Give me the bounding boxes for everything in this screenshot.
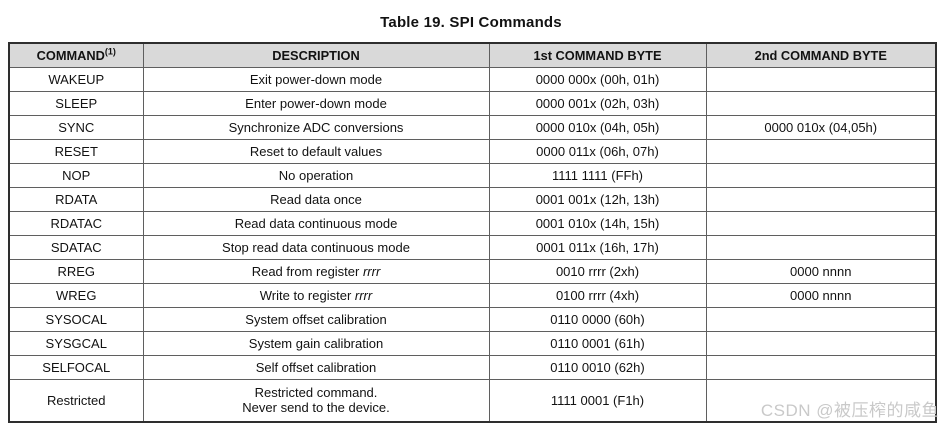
table-title: Table 19. SPI Commands [380, 14, 562, 31]
table-row: SLEEP Enter power-down mode 0000 001x (02h… [8, 90, 937, 116]
description-cell: Write to register rrrr [142, 282, 490, 308]
table-row: RREG Read from register rrrr 0010 rrrr (2x… [8, 258, 937, 284]
byte1-cell: 1111 0001 (F1h) [488, 378, 707, 423]
byte1-cell: 0000 001x (02h, 03h) [488, 90, 707, 116]
byte1-cell: 0000 010x (04h, 05h) [488, 114, 707, 140]
byte2-cell [705, 378, 937, 423]
command-cell: SYSGCAL [8, 330, 144, 356]
table-row: SDATAC Stop read data continuous mode 0001… [8, 234, 937, 260]
byte2-cell [705, 186, 937, 212]
table-row: SYSGCAL System gain calibration 0110 0001 … [8, 330, 937, 356]
byte1-cell: 0000 011x (06h, 07h) [488, 138, 707, 164]
byte1-cell: 0110 0010 (62h) [488, 354, 707, 380]
command-cell: WREG [8, 282, 144, 308]
byte1-cell: 0110 0000 (60h) [488, 306, 707, 332]
table-row: RESET Reset to default values 0000 011x (0… [8, 138, 937, 164]
byte2-cell [705, 234, 937, 260]
description-cell: Self offset calibration [142, 354, 490, 380]
command-cell: SLEEP [8, 90, 144, 116]
byte1-cell: 0000 000x (00h, 01h) [488, 66, 707, 92]
table-row: NOP No operation 1111 1111 (FFh) [8, 162, 937, 188]
watermark: CSDN @被压榨的咸鱼 [760, 401, 939, 420]
register-bits-italic: rrrr [362, 263, 381, 279]
byte1-cell: 0100 rrrr (4xh) [488, 282, 707, 308]
description-cell: Read data once [142, 186, 490, 212]
description-cell: Restricted command. Never send to the de… [142, 378, 490, 423]
table-row: SELFOCAL Self offset calibration 0110 0010… [8, 354, 937, 380]
description-cell: Read from register rrrr [142, 258, 490, 284]
header-row: COMMAND(1) DESCRIPTION 1st COMMAND BYTE … [8, 42, 937, 68]
byte2-cell [705, 306, 937, 332]
byte2-cell [705, 210, 937, 236]
header-description: DESCRIPTION [142, 42, 490, 68]
table-row: RDATA Read data once 0001 001x (12h, 13h) [8, 186, 937, 212]
command-cell: WAKEUP [8, 66, 144, 92]
command-cell: SYSOCAL [8, 306, 144, 332]
header-byte1: 1st COMMAND BYTE [488, 42, 707, 68]
table-row: WREG Write to register rrrr 0100 rrrr (4xh… [8, 282, 937, 308]
header-command: COMMAND(1) [8, 42, 144, 68]
command-cell: RESET [8, 138, 144, 164]
byte1-cell: 0001 001x (12h, 13h) [488, 186, 707, 212]
description-cell: System offset calibration [142, 306, 490, 332]
command-cell: RREG [8, 258, 144, 284]
description-cell: Read data continuous mode [142, 210, 490, 236]
byte1-cell: 0001 010x (14h, 15h) [488, 210, 707, 236]
command-cell: SDATAC [8, 234, 144, 260]
header-command-footnote: (1) [104, 46, 116, 57]
byte2-cell [705, 90, 937, 116]
command-cell: Restricted [8, 378, 144, 423]
command-cell: NOP [8, 162, 144, 188]
register-bits-italic: rrrr [354, 287, 373, 303]
command-cell: RDATAC [8, 210, 144, 236]
byte2-cell [705, 354, 937, 380]
byte2-cell [705, 162, 937, 188]
description-cell: Stop read data continuous mode [142, 234, 490, 260]
description-cell: Reset to default values [142, 138, 490, 164]
byte2-cell: 0000 nnnn [705, 282, 937, 308]
spi-commands-table: COMMAND(1) DESCRIPTION 1st COMMAND BYTE … [8, 42, 937, 423]
table-header: COMMAND(1) DESCRIPTION 1st COMMAND BYTE … [8, 42, 937, 68]
command-cell: SYNC [8, 114, 144, 140]
description-cell: System gain calibration [142, 330, 490, 356]
byte1-cell: 0001 011x (16h, 17h) [488, 234, 707, 260]
table-row: Restricted Restricted command. Never send… [8, 378, 937, 423]
byte2-cell: 0000 nnnn [705, 258, 937, 284]
byte2-cell: 0000 010x (04,05h) [705, 114, 937, 140]
table-row: SYNC Synchronize ADC conversions 0000 010x… [8, 114, 937, 140]
byte1-cell: 1111 1111 (FFh) [488, 162, 707, 188]
byte2-cell [705, 66, 937, 92]
header-byte2: 2nd COMMAND BYTE [705, 42, 937, 68]
command-cell: SELFOCAL [8, 354, 144, 380]
description-cell: Exit power-down mode [142, 66, 490, 92]
command-cell: RDATA [8, 186, 144, 212]
table-row: RDATAC Read data continuous mode 0001 010x… [8, 210, 937, 236]
table-body: WAKEUP Exit power-down mode 0000 000x (00h… [8, 66, 937, 423]
byte2-cell [705, 330, 937, 356]
byte2-cell [705, 138, 937, 164]
table-row: SYSOCAL System offset calibration 0110 000… [8, 306, 937, 332]
table-row: WAKEUP Exit power-down mode 0000 000x (00h… [8, 66, 937, 92]
description-cell: Synchronize ADC conversions [142, 114, 490, 140]
description-cell: No operation [142, 162, 490, 188]
description-cell: Enter power-down mode [142, 90, 490, 116]
byte1-cell: 0110 0001 (61h) [488, 330, 707, 356]
byte1-cell: 0010 rrrr (2xh) [488, 258, 707, 284]
header-command-label: COMMAND [36, 47, 105, 63]
